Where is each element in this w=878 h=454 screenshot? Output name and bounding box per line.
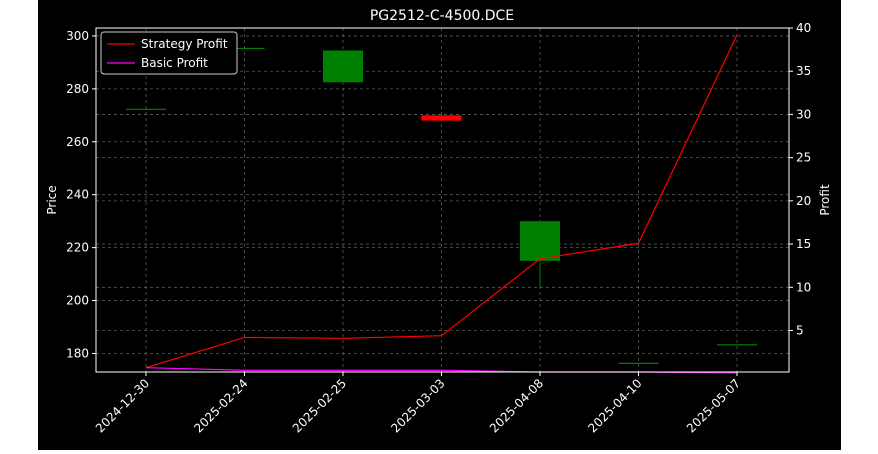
- candle-body: [520, 221, 560, 261]
- y-tick-label: 260: [66, 135, 89, 149]
- y2-tick-label: 25: [796, 151, 811, 165]
- candle-body: [421, 115, 462, 121]
- candle-body: [717, 344, 757, 346]
- candle-body: [224, 47, 265, 50]
- y-tick-label: 180: [66, 346, 89, 360]
- candle-body: [126, 108, 166, 110]
- legend-label-strategy-profit: Strategy Profit: [141, 37, 228, 51]
- y2-tick-label: 40: [796, 21, 811, 35]
- y2-tick-label: 10: [796, 280, 811, 294]
- legend: Strategy Profit Basic Profit: [100, 31, 238, 75]
- y-tick-label: 240: [66, 188, 89, 202]
- legend-label-basic-profit: Basic Profit: [141, 56, 208, 70]
- candle-body: [323, 50, 363, 83]
- y-axis-label: Price: [45, 185, 59, 214]
- strategy-profit-line: [145, 34, 738, 369]
- plot-background: [96, 28, 789, 372]
- y2-tick-label: 15: [796, 237, 811, 251]
- y2-tick-label: 20: [796, 194, 811, 208]
- candle-layer: [126, 47, 757, 364]
- y-tick-label: 220: [66, 241, 89, 255]
- y-tick-label: 200: [66, 294, 89, 308]
- y2-tick-label: 5: [796, 324, 804, 338]
- plot-frame: [95, 27, 790, 373]
- y-tick-label: 280: [66, 82, 89, 96]
- chart-title: PG2512-C-4500.DCE: [370, 8, 514, 24]
- y2-axis-label: Profit: [818, 184, 832, 216]
- y2-tick-label: 30: [796, 107, 811, 121]
- y2-tick-label: 35: [796, 64, 811, 78]
- candle-body: [618, 362, 659, 364]
- y-tick-label: 300: [66, 29, 89, 43]
